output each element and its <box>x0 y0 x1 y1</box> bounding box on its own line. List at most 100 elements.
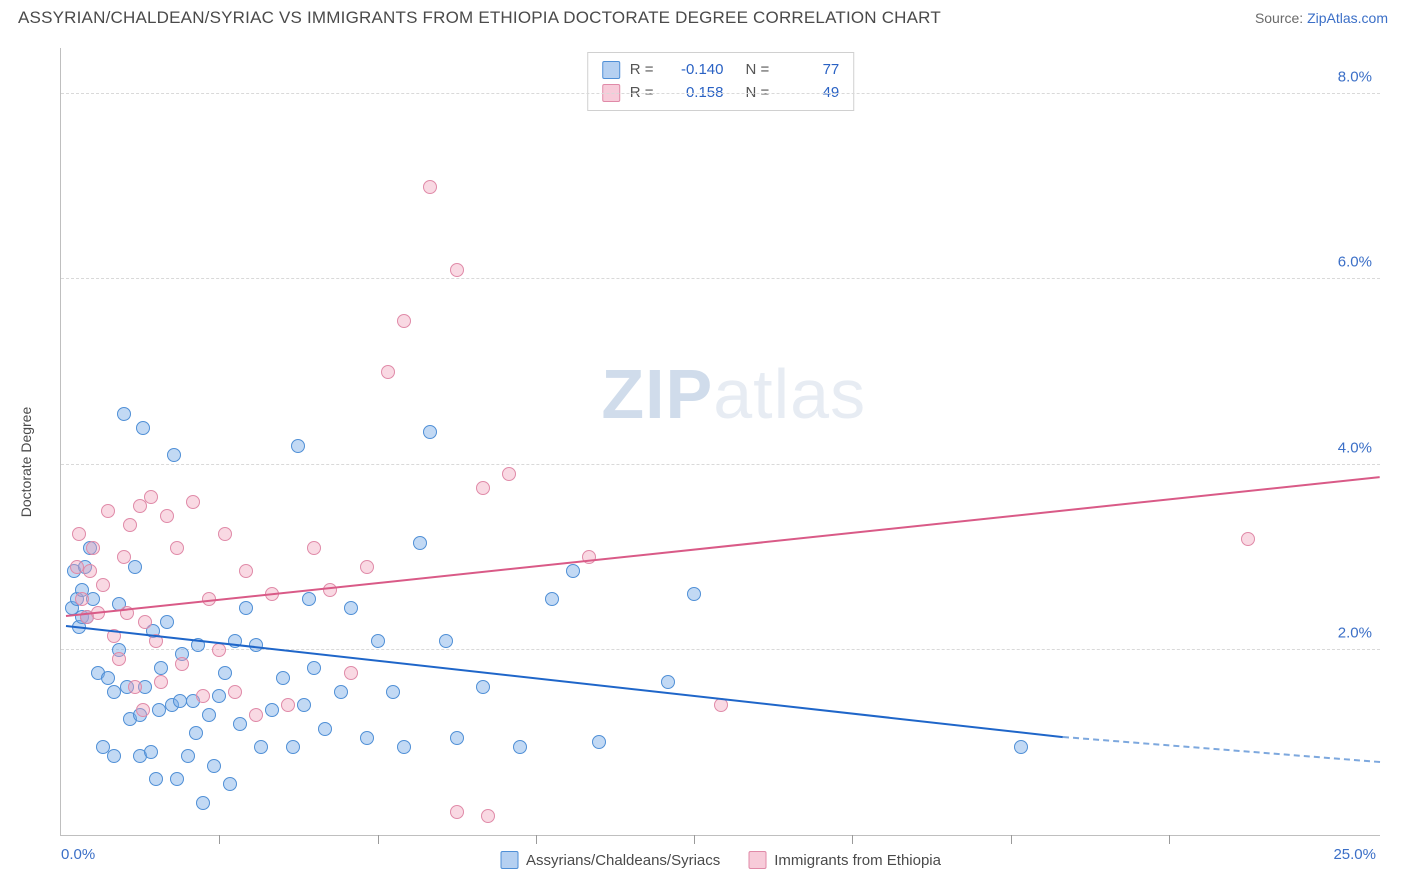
data-point <box>181 749 195 763</box>
data-point <box>344 601 358 615</box>
data-point <box>307 661 321 675</box>
source-label: Source: <box>1255 10 1307 26</box>
data-point <box>344 666 358 680</box>
data-point <box>160 509 174 523</box>
gridline <box>61 93 1380 94</box>
x-tick <box>1169 835 1170 844</box>
legend-stats-row: R =-0.140N =77 <box>602 59 840 82</box>
y-tick-label: 6.0% <box>1338 254 1372 271</box>
data-point <box>323 583 337 597</box>
x-tick <box>1011 835 1012 844</box>
data-point <box>86 541 100 555</box>
data-point <box>476 481 490 495</box>
data-point <box>186 495 200 509</box>
data-point <box>152 703 166 717</box>
data-point <box>107 685 121 699</box>
data-point <box>207 759 221 773</box>
data-point <box>144 490 158 504</box>
data-point <box>189 726 203 740</box>
data-point <box>112 652 126 666</box>
legend-r-label: R = <box>630 59 654 82</box>
data-point <box>371 634 385 648</box>
data-point <box>254 740 268 754</box>
source: Source: ZipAtlas.com <box>1255 10 1388 26</box>
data-point <box>1241 532 1255 546</box>
y-tick-label: 8.0% <box>1338 69 1372 86</box>
data-point <box>386 685 400 699</box>
gridline <box>61 278 1380 279</box>
chart: Doctorate Degree ZIPatlas R =-0.140N =77… <box>18 40 1388 884</box>
legend-swatch <box>748 851 766 869</box>
data-point <box>144 745 158 759</box>
data-point <box>381 365 395 379</box>
source-link[interactable]: ZipAtlas.com <box>1307 10 1388 26</box>
data-point <box>212 643 226 657</box>
data-point <box>397 314 411 328</box>
data-point <box>173 694 187 708</box>
data-point <box>101 504 115 518</box>
watermark-light: atlas <box>713 355 866 433</box>
data-point <box>281 698 295 712</box>
data-point <box>149 772 163 786</box>
x-max-label: 25.0% <box>1333 846 1376 863</box>
data-point <box>218 527 232 541</box>
data-point <box>138 615 152 629</box>
data-point <box>318 722 332 736</box>
data-point <box>223 777 237 791</box>
data-point <box>687 587 701 601</box>
legend-series: Assyrians/Chaldeans/Syriacs Immigrants fr… <box>500 851 941 869</box>
data-point <box>154 675 168 689</box>
data-point <box>450 263 464 277</box>
y-tick-label: 2.0% <box>1338 624 1372 641</box>
data-point <box>661 675 675 689</box>
data-point <box>360 560 374 574</box>
data-point <box>136 421 150 435</box>
data-point <box>117 407 131 421</box>
data-point <box>136 703 150 717</box>
legend-swatch <box>500 851 518 869</box>
data-point <box>450 805 464 819</box>
data-point <box>218 666 232 680</box>
data-point <box>592 735 606 749</box>
data-point <box>360 731 374 745</box>
header: ASSYRIAN/CHALDEAN/SYRIAC VS IMMIGRANTS F… <box>0 0 1406 34</box>
trend-line <box>66 477 1380 618</box>
data-point <box>123 518 137 532</box>
data-point <box>72 527 86 541</box>
data-point <box>212 689 226 703</box>
data-point <box>170 772 184 786</box>
data-point <box>107 749 121 763</box>
data-point <box>249 708 263 722</box>
x-tick <box>219 835 220 844</box>
data-point <box>566 564 580 578</box>
data-point <box>481 809 495 823</box>
y-tick-label: 4.0% <box>1338 439 1372 456</box>
legend-label: Immigrants from Ethiopia <box>774 852 941 869</box>
x-tick <box>378 835 379 844</box>
legend-label: Assyrians/Chaldeans/Syriacs <box>526 852 720 869</box>
data-point <box>502 467 516 481</box>
data-point <box>476 680 490 694</box>
data-point <box>423 180 437 194</box>
data-point <box>196 689 210 703</box>
data-point <box>96 578 110 592</box>
x-tick <box>852 835 853 844</box>
x-tick <box>694 835 695 844</box>
data-point <box>160 615 174 629</box>
watermark: ZIPatlas <box>601 354 866 434</box>
data-point <box>302 592 316 606</box>
legend-stats: R =-0.140N =77R =0.158N =49 <box>587 52 855 111</box>
data-point <box>233 717 247 731</box>
x-origin-label: 0.0% <box>61 846 95 863</box>
trend-line <box>66 625 1063 738</box>
data-point <box>439 634 453 648</box>
data-point <box>423 425 437 439</box>
data-point <box>286 740 300 754</box>
legend-item: Assyrians/Chaldeans/Syriacs <box>500 851 720 869</box>
legend-n-label: N = <box>746 59 770 82</box>
data-point <box>202 708 216 722</box>
data-point <box>297 698 311 712</box>
legend-swatch <box>602 61 620 79</box>
gridline <box>61 464 1380 465</box>
data-point <box>196 796 210 810</box>
